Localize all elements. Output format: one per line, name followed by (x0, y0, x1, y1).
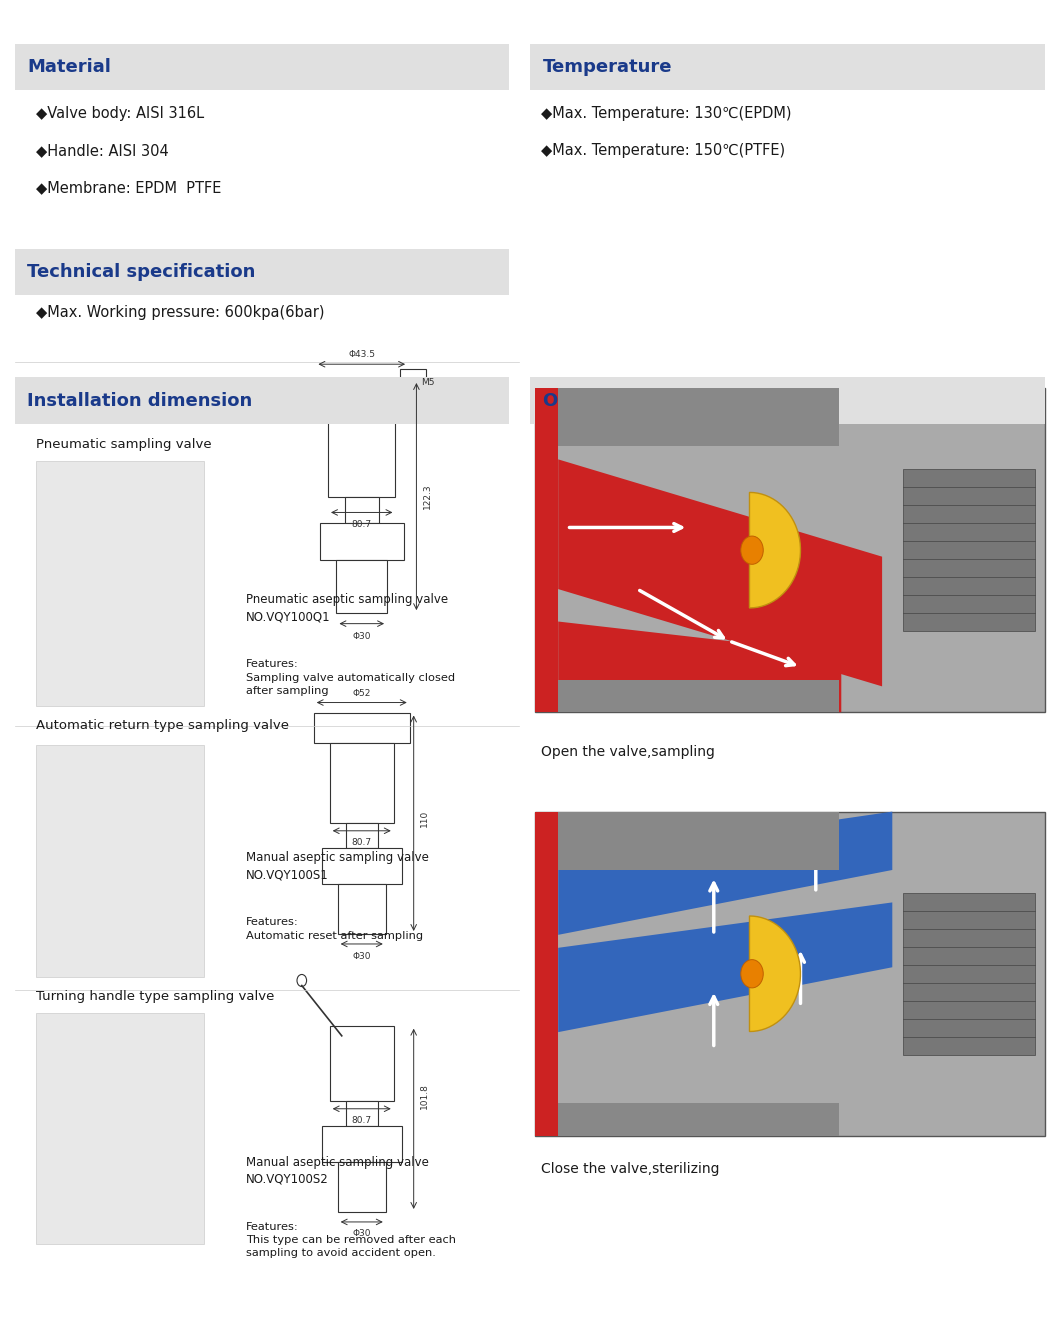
Text: Φ30: Φ30 (353, 951, 371, 960)
Text: Open the valve,sampling: Open the valve,sampling (541, 746, 714, 759)
Bar (314, 713, 409, 743)
Bar (902, 892, 1036, 1055)
Text: M5: M5 (421, 378, 435, 388)
Text: Manual aseptic sampling valve
NO.VQY100S1: Manual aseptic sampling valve NO.VQY100S… (246, 851, 429, 882)
Text: 122.3: 122.3 (423, 484, 431, 509)
Circle shape (741, 535, 763, 565)
Polygon shape (559, 622, 842, 713)
Bar (559, 811, 838, 870)
Text: Temperature: Temperature (543, 59, 672, 76)
Bar (320, 523, 404, 561)
Bar (338, 1162, 386, 1212)
Bar (15, 377, 509, 424)
Polygon shape (749, 916, 800, 1031)
Text: Φ30: Φ30 (353, 1229, 371, 1239)
Text: Operating principles: Operating principles (543, 392, 749, 410)
Text: Close the valve,sterilizing: Close the valve,sterilizing (541, 1163, 719, 1176)
Text: Manual aseptic sampling valve
NO.VQY100S2: Manual aseptic sampling valve NO.VQY100S… (246, 1156, 429, 1185)
Text: 80.7: 80.7 (352, 521, 372, 529)
Text: 80.7: 80.7 (352, 1116, 372, 1126)
Bar (322, 1127, 402, 1162)
Text: 80.7: 80.7 (352, 838, 372, 847)
Text: ◆Membrane: EPDM  PTFE: ◆Membrane: EPDM PTFE (36, 180, 222, 196)
Text: ◆Max. Temperature: 150℃(PTFE): ◆Max. Temperature: 150℃(PTFE) (541, 143, 784, 159)
Bar (559, 679, 838, 713)
Bar (330, 743, 393, 823)
Bar (316, 380, 408, 401)
Bar (530, 377, 1045, 424)
Text: 110: 110 (420, 810, 428, 827)
Bar (36, 1012, 204, 1244)
Polygon shape (559, 811, 893, 935)
Bar (530, 44, 1045, 91)
Text: 101.8: 101.8 (420, 1083, 428, 1110)
Circle shape (297, 975, 306, 987)
Text: Automatic return type sampling valve: Automatic return type sampling valve (36, 719, 288, 733)
Bar (559, 388, 838, 446)
Bar (346, 1102, 377, 1127)
Text: Φ52: Φ52 (353, 689, 371, 698)
Polygon shape (749, 493, 800, 607)
Bar (15, 249, 509, 296)
Bar (15, 44, 509, 91)
Bar (535, 811, 559, 1136)
Text: Φ30: Φ30 (353, 631, 371, 641)
Bar (344, 497, 378, 523)
Text: ◆Valve body: AISI 316L: ◆Valve body: AISI 316L (36, 107, 204, 121)
Polygon shape (559, 460, 882, 686)
Text: Material: Material (28, 59, 111, 76)
Bar (902, 469, 1036, 631)
Circle shape (741, 959, 763, 988)
Bar (336, 561, 387, 613)
Text: ◆Handle: AISI 304: ◆Handle: AISI 304 (36, 143, 169, 159)
Text: Installation dimension: Installation dimension (28, 392, 252, 410)
Text: Φ43.5: Φ43.5 (349, 350, 375, 358)
Bar (346, 823, 377, 848)
Bar (535, 388, 559, 713)
Polygon shape (559, 902, 893, 1032)
Text: ◆Max. Temperature: 130℃(EPDM): ◆Max. Temperature: 130℃(EPDM) (541, 107, 791, 121)
Text: Features:
This type can be removed after each
sampling to avoid accident open.: Features: This type can be removed after… (246, 1221, 456, 1259)
Bar (36, 746, 204, 978)
Text: Pneumatic aseptic sampling valve
NO.VQY100Q1: Pneumatic aseptic sampling valve NO.VQY1… (246, 593, 448, 623)
Bar (329, 401, 395, 497)
Text: Technical specification: Technical specification (28, 264, 255, 281)
Text: Pneumatic sampling valve: Pneumatic sampling valve (36, 438, 211, 452)
Text: Turning handle type sampling valve: Turning handle type sampling valve (36, 990, 275, 1003)
Text: ◆Max. Working pressure: 600kpa(6bar): ◆Max. Working pressure: 600kpa(6bar) (36, 305, 324, 320)
Bar (535, 811, 1045, 1136)
Bar (559, 1103, 838, 1136)
Bar (535, 388, 1045, 713)
Text: Features:
Sampling valve automatically closed
after sampling: Features: Sampling valve automatically c… (246, 659, 455, 695)
Bar (338, 883, 386, 934)
Bar (401, 369, 426, 396)
Bar (36, 461, 204, 706)
Bar (330, 1026, 393, 1102)
Text: Features:
Automatic reset after sampling: Features: Automatic reset after sampling (246, 918, 423, 940)
Bar (322, 848, 402, 883)
